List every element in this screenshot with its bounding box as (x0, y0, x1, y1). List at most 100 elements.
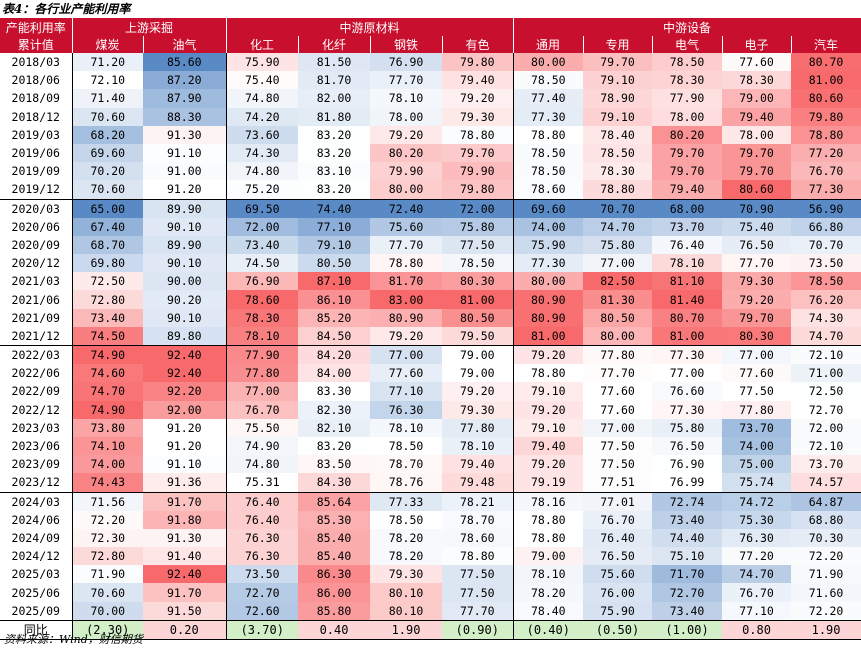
data-cell: 89.90 (143, 198, 227, 218)
data-cell: 79.40 (512, 436, 584, 456)
data-cell: 81.80 (298, 107, 371, 126)
data-cell: 81.00 (512, 326, 584, 346)
data-cell: 84.00 (298, 364, 371, 383)
data-cell: 77.80 (225, 364, 299, 383)
data-cell: 80.60 (791, 89, 861, 108)
data-cell: 78.10 (512, 565, 584, 584)
row-date: 2023/06 (11, 439, 60, 454)
data-cell: 79.90 (370, 162, 443, 181)
yoy-cell: 0.40 (298, 619, 371, 640)
data-cell: 78.20 (512, 583, 584, 602)
data-cell: 71.70 (652, 565, 723, 584)
data-cell: 69.60 (71, 143, 143, 163)
data-cell: 72.20 (71, 510, 143, 529)
data-cell: 83.20 (298, 143, 371, 163)
data-cell: 78.50 (512, 162, 584, 181)
data-cell: 80.90 (370, 308, 443, 327)
column-header: 有色 (442, 36, 514, 53)
data-cell: 74.30 (791, 308, 861, 327)
data-cell: 77.60 (583, 382, 653, 401)
table-row: 2023/12 74.43 91.36 75.31 84.30 78.76 79.48 79.… (0, 473, 861, 492)
yoy-label: 同比 (0, 619, 72, 640)
data-cell: 56.90 (791, 198, 861, 218)
data-cell: 79.50 (442, 326, 514, 346)
corner-header-top: 产能利用率 (0, 18, 73, 36)
data-cell: 78.76 (370, 473, 443, 492)
table-row: 2021/06 72.80 90.20 78.60 86.10 83.00 81.00 80.… (0, 290, 861, 309)
row-date: 2025/09 (11, 603, 60, 618)
data-cell: 75.40 (225, 71, 299, 90)
data-cell: 78.30 (652, 71, 723, 90)
data-cell: 80.90 (512, 308, 584, 327)
data-cell: 76.90 (225, 272, 299, 291)
data-cell: 78.10 (225, 326, 299, 346)
data-cell: 78.60 (225, 290, 299, 309)
data-cell: 80.00 (370, 180, 443, 199)
data-cell: 72.00 (225, 217, 299, 236)
data-cell: 74.72 (722, 491, 792, 511)
data-cell: 80.50 (442, 308, 514, 327)
data-cell: 76.99 (652, 473, 723, 492)
data-cell: 78.60 (442, 528, 514, 548)
data-cell: 78.50 (652, 53, 723, 72)
data-cell: 77.10 (298, 217, 371, 236)
column-header: 化纤 (298, 36, 371, 53)
row-date: 2019/03 (11, 127, 60, 142)
column-header: 专用 (583, 36, 653, 53)
column-header: 电气 (652, 36, 723, 53)
table-row: 2018/12 70.60 88.30 74.20 81.80 78.00 79.30 77.… (0, 107, 861, 126)
data-cell: 91.00 (143, 162, 227, 181)
table-row: 2024/03 71.56 91.70 76.40 85.64 77.33 78.21 78.… (0, 491, 861, 511)
data-cell: 79.00 (442, 364, 514, 383)
data-cell: 78.90 (583, 89, 653, 108)
data-cell: 78.50 (370, 436, 443, 456)
data-cell: 75.80 (652, 418, 723, 437)
data-cell: 77.50 (583, 455, 653, 474)
data-cell: 73.70 (791, 455, 861, 474)
data-cell: 78.70 (442, 510, 514, 529)
data-cell: 79.40 (722, 107, 792, 126)
data-cell: 78.10 (370, 418, 443, 437)
data-cell: 90.10 (143, 308, 227, 327)
data-cell: 73.40 (652, 601, 723, 621)
data-cell: 73.70 (722, 418, 792, 437)
data-cell: 91.10 (143, 455, 227, 474)
data-cell: 68.70 (71, 235, 143, 255)
row-date: 2021/12 (11, 328, 60, 343)
yoy-cell: 0.20 (143, 619, 227, 640)
data-cell: 77.00 (583, 418, 653, 437)
data-cell: 83.20 (298, 180, 371, 199)
data-cell: 72.10 (791, 436, 861, 456)
data-cell: 76.40 (583, 528, 653, 548)
data-cell: 69.50 (225, 198, 299, 218)
data-cell: 78.40 (512, 601, 584, 621)
row-date: 2018/03 (11, 55, 60, 70)
table-row: 2019/12 70.60 91.20 75.20 83.20 80.00 79.80 78.… (0, 180, 861, 199)
data-cell: 82.10 (298, 418, 371, 437)
group-header-midstream-equipment: 中游设备 (513, 18, 861, 36)
data-cell: 77.90 (652, 89, 723, 108)
data-cell: 80.20 (370, 143, 443, 163)
data-cell: 79.80 (442, 180, 514, 199)
data-cell: 92.40 (143, 364, 227, 383)
data-cell: 79.40 (652, 180, 723, 199)
data-cell: 74.57 (791, 473, 861, 492)
data-cell: 77.20 (791, 143, 861, 163)
row-date: 2024/06 (11, 512, 60, 527)
data-cell: 73.40 (652, 510, 723, 529)
data-cell: 76.50 (652, 436, 723, 456)
data-cell: 78.50 (512, 71, 584, 90)
data-cell: 79.20 (442, 382, 514, 401)
yoy-cell: (0.90) (442, 619, 514, 640)
data-cell: 74.80 (225, 162, 299, 181)
data-cell: 90.20 (143, 290, 227, 309)
row-date: 2022/12 (11, 402, 60, 417)
data-cell: 79.20 (370, 326, 443, 346)
data-cell: 79.40 (442, 71, 514, 90)
data-cell: 77.40 (512, 89, 584, 108)
row-date: 2023/12 (11, 475, 60, 490)
data-cell: 78.00 (722, 125, 792, 144)
table-row: 2019/06 69.60 91.10 74.30 83.20 80.20 79.70 78.… (0, 143, 861, 163)
data-cell: 75.10 (652, 547, 723, 566)
data-cell: 77.51 (583, 473, 653, 492)
